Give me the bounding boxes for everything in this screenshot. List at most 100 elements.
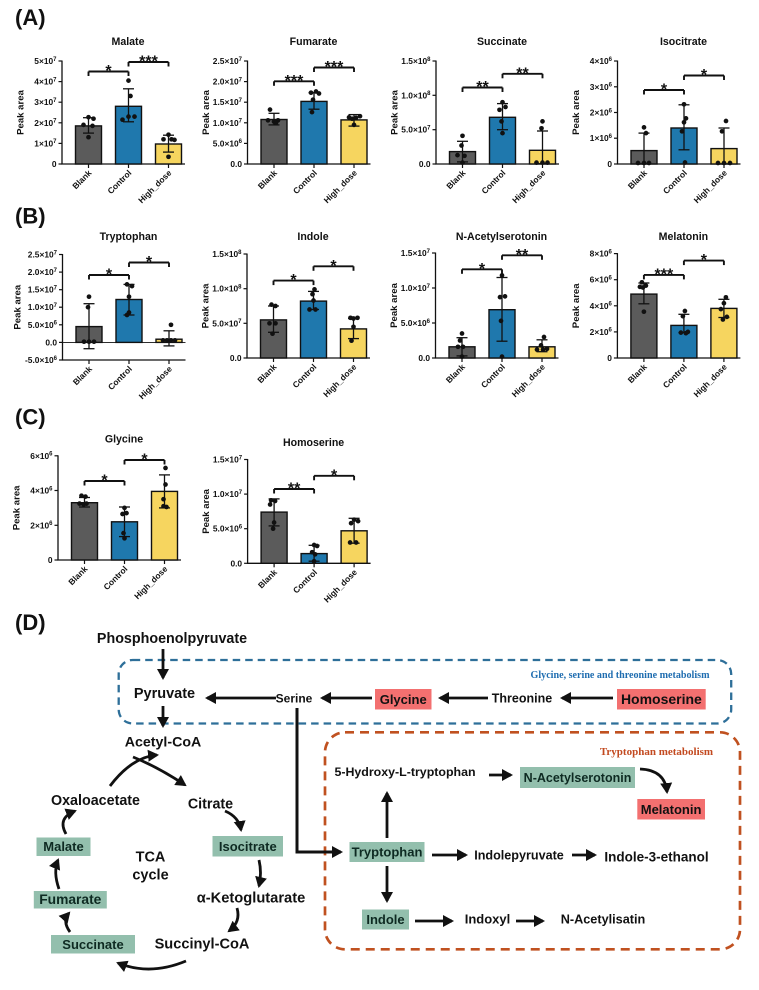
svg-text:8×106: 8×106 xyxy=(590,249,613,259)
svg-text:5-Hydroxy-L-tryptophan: 5-Hydroxy-L-tryptophan xyxy=(334,765,475,779)
svg-text:Peak area: Peak area xyxy=(390,89,401,134)
svg-text:4×107: 4×107 xyxy=(34,77,57,87)
svg-text:*: * xyxy=(106,267,113,284)
svg-text:Peak area: Peak area xyxy=(201,89,212,134)
svg-text:0.0: 0.0 xyxy=(419,159,431,169)
svg-text:Homoserine: Homoserine xyxy=(621,691,702,707)
svg-text:*: * xyxy=(330,258,337,275)
svg-text:1.5×107: 1.5×107 xyxy=(28,285,58,295)
svg-text:0.0: 0.0 xyxy=(230,159,242,169)
svg-text:Succinate: Succinate xyxy=(477,36,527,48)
svg-text:1.0×107: 1.0×107 xyxy=(213,118,243,128)
svg-text:Malate: Malate xyxy=(112,36,145,48)
svg-text:Peak area: Peak area xyxy=(13,284,24,329)
svg-text:1×107: 1×107 xyxy=(34,138,57,148)
svg-text:Succinate: Succinate xyxy=(62,937,123,952)
svg-text:N-Acetylserotonin: N-Acetylserotonin xyxy=(456,231,547,243)
svg-text:Acetyl-CoA: Acetyl-CoA xyxy=(125,735,201,751)
svg-text:*: * xyxy=(146,254,153,271)
svg-text:*: * xyxy=(290,272,297,289)
svg-text:cycle: cycle xyxy=(132,868,168,884)
svg-text:0: 0 xyxy=(52,159,57,169)
svg-text:1.5×108: 1.5×108 xyxy=(401,56,431,66)
svg-text:(D): (D) xyxy=(15,610,46,635)
svg-text:1×106: 1×106 xyxy=(590,133,613,143)
svg-text:0: 0 xyxy=(48,555,53,565)
svg-text:Isocitrate: Isocitrate xyxy=(660,36,707,48)
svg-text:3×106: 3×106 xyxy=(590,82,613,92)
svg-text:(B): (B) xyxy=(15,204,46,229)
svg-text:1.0×107: 1.0×107 xyxy=(213,489,243,499)
svg-text:TCA: TCA xyxy=(136,850,166,866)
svg-text:1.5×107: 1.5×107 xyxy=(213,455,243,465)
svg-text:1.0×108: 1.0×108 xyxy=(212,284,242,294)
svg-text:Indolepyruvate: Indolepyruvate xyxy=(474,849,564,863)
svg-text:1.5×107: 1.5×107 xyxy=(213,97,243,107)
svg-text:***: *** xyxy=(655,266,674,283)
svg-text:Indole-3-ethanol: Indole-3-ethanol xyxy=(604,850,708,865)
svg-text:Glycine: Glycine xyxy=(380,692,427,707)
svg-text:Peak area: Peak area xyxy=(201,283,212,328)
svg-text:Glycine, serine and threonine: Glycine, serine and threonine metabolism xyxy=(531,670,711,681)
svg-text:Peak area: Peak area xyxy=(12,485,23,530)
svg-text:***: *** xyxy=(325,59,344,76)
svg-text:*: * xyxy=(331,467,338,484)
svg-text:2.0×107: 2.0×107 xyxy=(213,77,243,87)
svg-text:5.0×106: 5.0×106 xyxy=(213,524,243,534)
svg-text:*: * xyxy=(105,63,112,80)
svg-text:Indole: Indole xyxy=(366,912,404,927)
svg-text:Pyruvate: Pyruvate xyxy=(134,686,195,702)
svg-text:0.0: 0.0 xyxy=(418,353,430,363)
svg-text:α-Ketoglutarate: α-Ketoglutarate xyxy=(197,891,306,907)
svg-text:*: * xyxy=(701,67,708,84)
svg-text:Tryptophan: Tryptophan xyxy=(100,231,158,243)
svg-text:**: ** xyxy=(288,481,301,498)
svg-text:2.5×107: 2.5×107 xyxy=(213,56,243,66)
svg-text:(A): (A) xyxy=(15,5,46,30)
svg-text:Fumarate: Fumarate xyxy=(39,892,101,907)
svg-text:-5.0×106: -5.0×106 xyxy=(25,355,58,365)
svg-text:5.0×107: 5.0×107 xyxy=(401,125,431,135)
svg-text:**: ** xyxy=(516,65,529,82)
svg-text:N-Acetylisatin: N-Acetylisatin xyxy=(561,913,646,927)
svg-text:5×107: 5×107 xyxy=(34,56,57,66)
svg-text:Oxaloacetate: Oxaloacetate xyxy=(51,793,140,809)
svg-text:Serine: Serine xyxy=(276,692,313,706)
svg-text:Peak area: Peak area xyxy=(571,283,582,328)
svg-text:5.0×106: 5.0×106 xyxy=(28,320,58,330)
svg-text:0: 0 xyxy=(607,353,612,363)
svg-text:0.0: 0.0 xyxy=(230,558,242,568)
svg-text:2×107: 2×107 xyxy=(34,118,57,128)
svg-text:Malate: Malate xyxy=(43,839,83,854)
svg-text:*: * xyxy=(141,452,148,469)
svg-text:6×106: 6×106 xyxy=(590,275,613,285)
svg-text:*: * xyxy=(101,473,108,490)
svg-text:*: * xyxy=(661,82,668,99)
svg-text:Indole: Indole xyxy=(297,231,328,243)
svg-text:1.0×107: 1.0×107 xyxy=(28,302,58,312)
svg-text:***: *** xyxy=(285,73,304,90)
svg-text:2×106: 2×106 xyxy=(590,327,613,337)
svg-text:Melatonin: Melatonin xyxy=(641,802,702,817)
svg-text:2.0×107: 2.0×107 xyxy=(28,267,58,277)
svg-text:1.5×107: 1.5×107 xyxy=(401,248,431,258)
svg-text:4×106: 4×106 xyxy=(590,56,613,66)
svg-text:**: ** xyxy=(516,247,529,264)
svg-text:1.5×108: 1.5×108 xyxy=(212,249,242,259)
svg-text:Peak area: Peak area xyxy=(16,89,27,134)
svg-text:Peak area: Peak area xyxy=(571,89,582,134)
svg-text:1.0×107: 1.0×107 xyxy=(401,283,431,293)
svg-text:0: 0 xyxy=(607,159,612,169)
svg-text:Tryptophan metabolism: Tryptophan metabolism xyxy=(600,746,713,758)
svg-text:***: *** xyxy=(139,54,158,71)
svg-text:*: * xyxy=(701,252,708,269)
svg-text:Peak area: Peak area xyxy=(389,282,400,327)
svg-text:5.0×106: 5.0×106 xyxy=(213,138,243,148)
svg-text:Indoxyl: Indoxyl xyxy=(465,912,511,927)
svg-text:6×106: 6×106 xyxy=(30,451,53,461)
svg-text:Glycine: Glycine xyxy=(105,434,143,446)
svg-text:2×106: 2×106 xyxy=(590,108,613,118)
svg-text:(C): (C) xyxy=(15,405,46,430)
svg-text:Homoserine: Homoserine xyxy=(283,437,344,449)
svg-text:4×106: 4×106 xyxy=(30,486,53,496)
